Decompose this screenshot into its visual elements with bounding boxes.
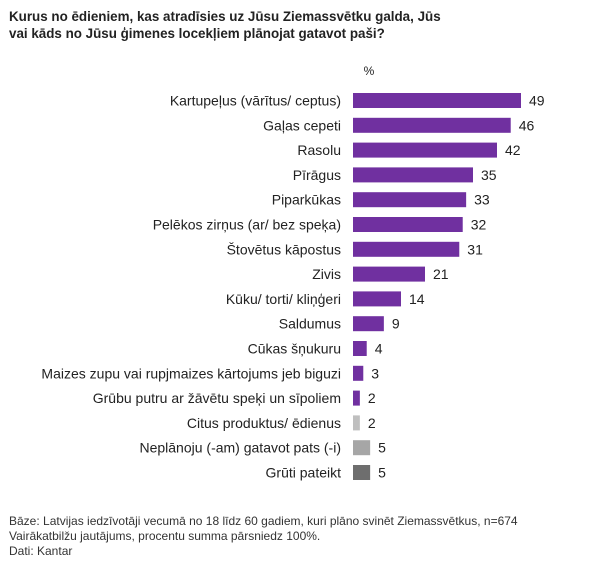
multi-answer-note: Vairākatbilžu jautājums, procentu summa …: [9, 529, 321, 543]
category-label: Pīrāgus: [293, 167, 341, 183]
source-note: Dati: Kantar: [9, 544, 73, 558]
chart-notes: Bāze: Latvijas iedzīvotāji vecumā no 18 …: [9, 514, 518, 559]
bar: [353, 415, 360, 431]
category-label: Kartupeļus (vārītus/ ceptus): [170, 93, 341, 109]
value-label: 14: [409, 291, 425, 307]
value-label: 21: [433, 266, 449, 282]
value-label: 2: [368, 415, 376, 431]
category-label: Gaļas cepeti: [263, 117, 341, 133]
bar: [353, 217, 463, 232]
chart-title: Kurus no ēdieniem, kas atradīsies uz Jūs…: [9, 8, 449, 42]
category-label: Saldumus: [279, 316, 341, 332]
bar: [353, 142, 497, 158]
bar: [353, 117, 511, 133]
value-label: 32: [471, 217, 487, 233]
value-label: 31: [467, 241, 483, 257]
category-label: Štovētus kāpostus: [227, 241, 341, 257]
category-label: Kūku/ torti/ kliņģeri: [226, 291, 341, 307]
bar: [353, 167, 473, 183]
bars-group: Kartupeļus (vārītus/ ceptus) 49 Gaļas cepe…: [41, 93, 544, 481]
value-label: 9: [392, 316, 400, 332]
category-label: Grūti pateikt: [266, 465, 342, 481]
value-label: 46: [519, 117, 535, 133]
category-label: Pelēkos zirņus (ar/ bez speķa): [153, 217, 341, 233]
value-label: 49: [529, 93, 545, 109]
bar: [353, 440, 371, 456]
unit-label: %: [364, 64, 375, 78]
bar-chart: % Kartupeļus (vārītus/ ceptus) 49 Gaļas ce…: [41, 64, 544, 481]
value-label: 5: [378, 465, 386, 481]
category-label: Zivis: [312, 266, 341, 282]
value-label: 3: [371, 365, 379, 381]
value-label: 2: [368, 390, 376, 406]
bar: [353, 291, 401, 307]
value-label: 33: [474, 192, 490, 208]
chart-title-line-1: Kurus no ēdieniem, kas atradīsies uz Jūs…: [9, 9, 441, 24]
category-label: Piparkūkas: [272, 192, 341, 208]
value-label: 4: [375, 341, 383, 357]
category-label: Citus produktus/ ēdienus: [187, 415, 341, 431]
bar: [353, 192, 467, 208]
bar: [353, 93, 521, 108]
bar: [353, 341, 367, 356]
bar: [353, 465, 371, 480]
category-label: Grūbu putru ar žāvētu speķi un sīpoliem: [93, 390, 341, 406]
bar: [353, 390, 360, 406]
category-label: Rasolu: [297, 142, 341, 158]
bar: [353, 365, 364, 381]
value-label: 35: [481, 167, 497, 183]
bar: [353, 241, 460, 257]
bar: [353, 266, 425, 282]
value-label: 5: [378, 440, 386, 456]
category-label: Neplānoju (-am) gatavot pats (-i): [139, 440, 341, 456]
category-label: Maizes zupu vai rupjmaizes kārtojums jeb…: [41, 365, 341, 381]
base-note: Bāze: Latvijas iedzīvotāji vecumā no 18 …: [9, 514, 518, 528]
chart-title-line-2: vai kāds no Jūsu ģimenes locekļiem plāno…: [9, 26, 385, 41]
bar: [353, 316, 384, 332]
category-label: Cūkas šņukuru: [248, 341, 341, 357]
value-label: 42: [505, 142, 521, 158]
